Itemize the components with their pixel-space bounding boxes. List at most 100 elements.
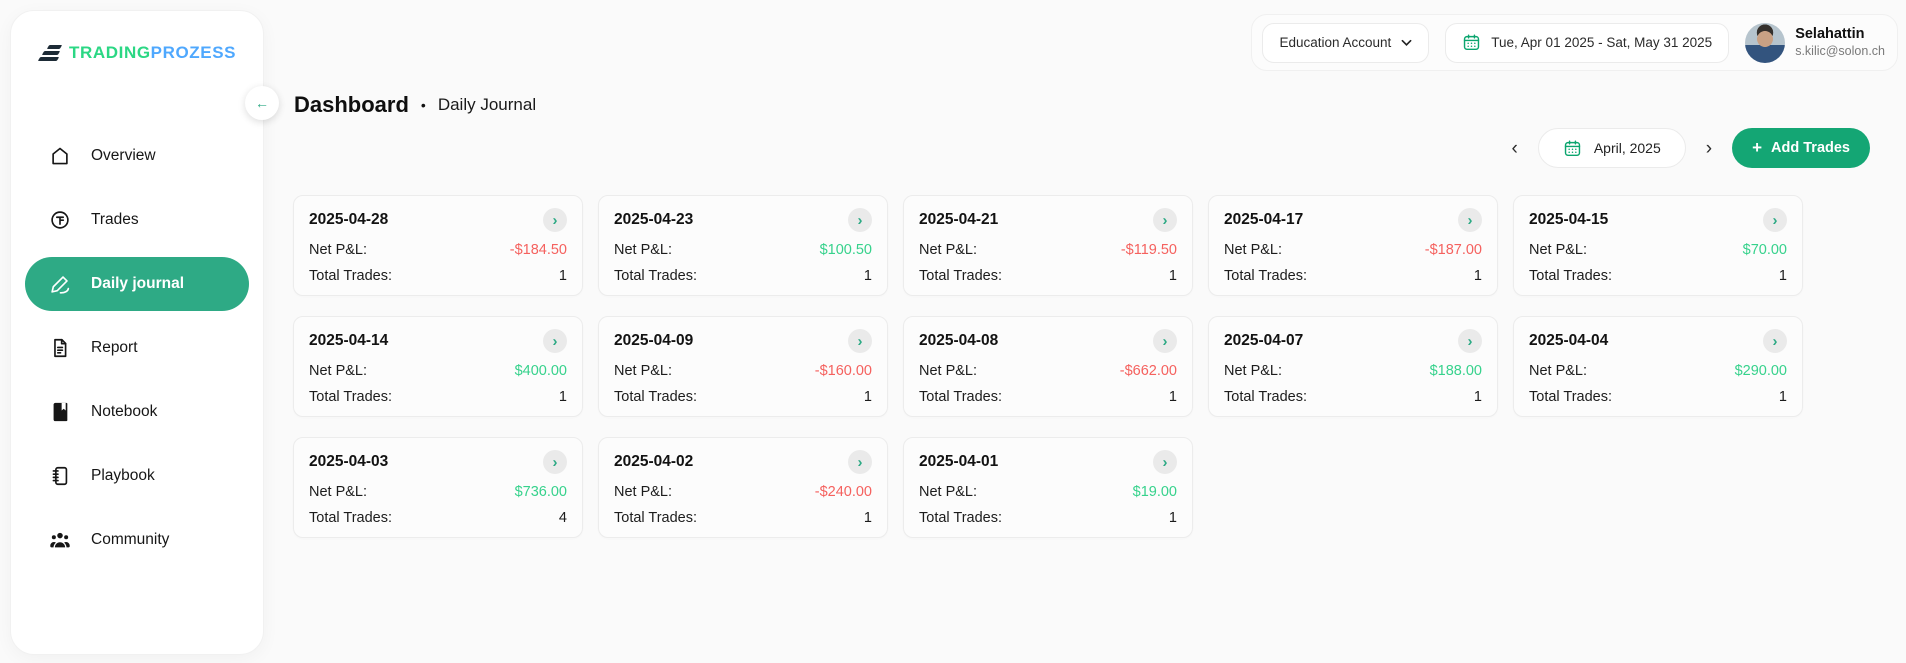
daily-card[interactable]: 2025-04-14 › Net P&L: $400.00 Total Trad… bbox=[293, 316, 583, 417]
total-trades-label: Total Trades: bbox=[1224, 268, 1308, 284]
sidebar-item-trades[interactable]: Trades bbox=[25, 193, 249, 247]
card-open-button[interactable]: › bbox=[1153, 450, 1177, 474]
chevron-right-icon: › bbox=[1162, 211, 1168, 229]
sidebar-item-label: Community bbox=[91, 531, 170, 548]
trades-icon bbox=[49, 209, 71, 231]
net-pnl-label: Net P&L: bbox=[1529, 242, 1588, 258]
sidebar-item-notebook[interactable]: Notebook bbox=[25, 385, 249, 439]
sidebar-item-label: Report bbox=[91, 339, 138, 356]
card-date: 2025-04-14 bbox=[309, 332, 389, 349]
playbook-icon bbox=[49, 465, 71, 487]
card-open-button[interactable]: › bbox=[1458, 208, 1482, 232]
card-date: 2025-04-17 bbox=[1224, 211, 1304, 228]
month-label: April, 2025 bbox=[1593, 140, 1661, 156]
sidebar-item-daily-journal[interactable]: Daily journal bbox=[25, 257, 249, 311]
total-trades-value: 1 bbox=[558, 389, 567, 405]
net-pnl-label: Net P&L: bbox=[614, 363, 673, 379]
sidebar-item-community[interactable]: Community bbox=[25, 513, 249, 567]
total-trades-label: Total Trades: bbox=[919, 389, 1003, 405]
card-date: 2025-04-28 bbox=[309, 211, 389, 228]
net-pnl-label: Net P&L: bbox=[919, 363, 978, 379]
net-pnl-value: -$187.00 bbox=[1424, 242, 1482, 258]
account-selector-label: Education Account bbox=[1279, 35, 1392, 50]
daily-card[interactable]: 2025-04-02 › Net P&L: -$240.00 Total Tra… bbox=[598, 437, 888, 538]
breadcrumb-separator: • bbox=[420, 97, 426, 113]
page-title: Dashboard bbox=[294, 92, 409, 117]
sidebar-item-playbook[interactable]: Playbook bbox=[25, 449, 249, 503]
sidebar-item-label: Playbook bbox=[91, 467, 155, 484]
total-trades-label: Total Trades: bbox=[309, 510, 393, 526]
total-trades-value: 1 bbox=[1778, 268, 1787, 284]
daily-card[interactable]: 2025-04-01 › Net P&L: $19.00 Total Trade… bbox=[903, 437, 1193, 538]
total-trades-value: 1 bbox=[863, 389, 872, 405]
month-toolbar: ‹ April, 2025 › + Add Trades bbox=[1508, 128, 1870, 168]
card-open-button[interactable]: › bbox=[1763, 208, 1787, 232]
total-trades-value: 1 bbox=[1168, 268, 1177, 284]
chevron-right-icon: › bbox=[857, 332, 863, 350]
card-open-button[interactable]: › bbox=[543, 208, 567, 232]
add-trades-button[interactable]: + Add Trades bbox=[1732, 128, 1870, 168]
card-open-button[interactable]: › bbox=[543, 450, 567, 474]
calendar-icon bbox=[1462, 33, 1481, 52]
home-icon bbox=[49, 145, 71, 167]
total-trades-label: Total Trades: bbox=[1224, 389, 1308, 405]
daily-card[interactable]: 2025-04-23 › Net P&L: $100.50 Total Trad… bbox=[598, 195, 888, 296]
net-pnl-value: $400.00 bbox=[514, 363, 567, 379]
plus-icon: + bbox=[1752, 138, 1763, 157]
daily-card[interactable]: 2025-04-03 › Net P&L: $736.00 Total Trad… bbox=[293, 437, 583, 538]
sidebar-item-label: Daily journal bbox=[91, 275, 185, 292]
card-open-button[interactable]: › bbox=[1458, 329, 1482, 353]
sidebar-collapse-button[interactable]: ← bbox=[245, 86, 279, 120]
sidebar-item-report[interactable]: Report bbox=[25, 321, 249, 375]
daily-card[interactable]: 2025-04-08 › Net P&L: -$662.00 Total Tra… bbox=[903, 316, 1193, 417]
card-date: 2025-04-03 bbox=[309, 453, 389, 470]
daily-card[interactable]: 2025-04-21 › Net P&L: -$119.50 Total Tra… bbox=[903, 195, 1193, 296]
card-open-button[interactable]: › bbox=[848, 329, 872, 353]
sidebar-item-label: Trades bbox=[91, 211, 139, 228]
total-trades-label: Total Trades: bbox=[309, 389, 393, 405]
community-icon bbox=[49, 529, 71, 551]
card-open-button[interactable]: › bbox=[1153, 329, 1177, 353]
card-open-button[interactable]: › bbox=[1763, 329, 1787, 353]
add-trades-label: Add Trades bbox=[1771, 140, 1850, 156]
user-menu[interactable]: Selahattin s.kilic@solon.ch bbox=[1745, 22, 1885, 63]
next-month-button[interactable]: › bbox=[1705, 137, 1713, 159]
net-pnl-value: -$662.00 bbox=[1119, 363, 1177, 379]
chevron-right-icon: › bbox=[857, 211, 863, 229]
net-pnl-value: -$160.00 bbox=[814, 363, 872, 379]
daily-journal-grid: 2025-04-28 › Net P&L: -$184.50 Total Tra… bbox=[293, 195, 1803, 538]
topbar: Education Account Tue, Apr 01 2025 - Sat… bbox=[1251, 14, 1898, 71]
logo-text: TRADINGPROZESS bbox=[69, 43, 237, 62]
card-date: 2025-04-04 bbox=[1529, 332, 1609, 349]
card-open-button[interactable]: › bbox=[848, 208, 872, 232]
card-open-button[interactable]: › bbox=[543, 329, 567, 353]
avatar[interactable] bbox=[1745, 22, 1786, 63]
net-pnl-label: Net P&L: bbox=[1224, 242, 1283, 258]
daily-card[interactable]: 2025-04-28 › Net P&L: -$184.50 Total Tra… bbox=[293, 195, 583, 296]
card-date: 2025-04-15 bbox=[1529, 211, 1609, 228]
daily-card[interactable]: 2025-04-09 › Net P&L: -$160.00 Total Tra… bbox=[598, 316, 888, 417]
daily-card[interactable]: 2025-04-17 › Net P&L: -$187.00 Total Tra… bbox=[1208, 195, 1498, 296]
user-name: Selahattin bbox=[1795, 26, 1865, 43]
total-trades-value: 1 bbox=[863, 510, 872, 526]
chevron-right-icon: › bbox=[1772, 332, 1778, 350]
daily-card[interactable]: 2025-04-04 › Net P&L: $290.00 Total Trad… bbox=[1513, 316, 1803, 417]
total-trades-label: Total Trades: bbox=[614, 389, 698, 405]
month-selector[interactable]: April, 2025 bbox=[1537, 128, 1686, 168]
total-trades-label: Total Trades: bbox=[919, 510, 1003, 526]
sidebar-item-label: Overview bbox=[91, 147, 156, 164]
app-logo: TRADINGPROZESS bbox=[11, 11, 263, 63]
card-date: 2025-04-09 bbox=[614, 332, 694, 349]
total-trades-value: 4 bbox=[558, 510, 567, 526]
card-date: 2025-04-23 bbox=[614, 211, 694, 228]
prev-month-button[interactable]: ‹ bbox=[1511, 137, 1518, 159]
account-selector[interactable]: Education Account bbox=[1262, 22, 1430, 63]
card-open-button[interactable]: › bbox=[1153, 208, 1177, 232]
calendar-icon bbox=[1563, 139, 1582, 158]
card-open-button[interactable]: › bbox=[848, 450, 872, 474]
user-email: s.kilic@solon.ch bbox=[1795, 43, 1885, 58]
daily-card[interactable]: 2025-04-07 › Net P&L: $188.00 Total Trad… bbox=[1208, 316, 1498, 417]
date-range-picker[interactable]: Tue, Apr 01 2025 - Sat, May 31 2025 bbox=[1445, 22, 1730, 63]
daily-card[interactable]: 2025-04-15 › Net P&L: $70.00 Total Trade… bbox=[1513, 195, 1803, 296]
sidebar-item-overview[interactable]: Overview bbox=[25, 129, 249, 183]
